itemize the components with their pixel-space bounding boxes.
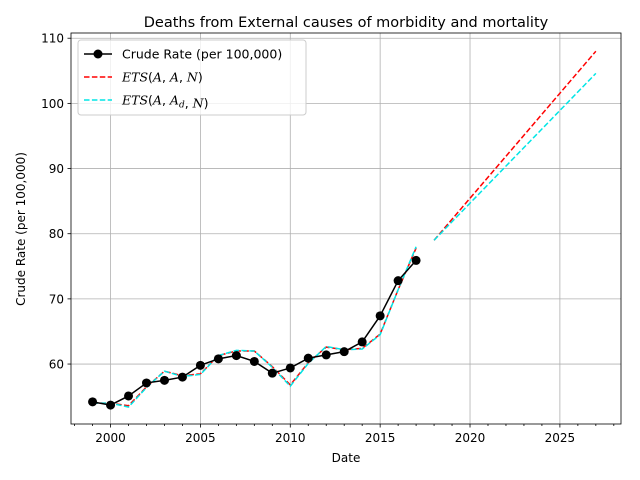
y-tick-label: 110 [41, 32, 64, 46]
legend-series-label: ETS(A, A, N) [121, 70, 203, 85]
legend-box [77, 39, 307, 116]
crude-rate-point [106, 400, 116, 410]
crude-rate-point [339, 347, 349, 357]
crude-rate-point [88, 397, 98, 407]
legend: Crude Rate (per 100,000) ETS(A, A, N) ETS(… [77, 39, 307, 116]
x-axis-label: Date [332, 451, 361, 465]
crude-rate-point [375, 311, 385, 321]
x-tick-label: 2010 [275, 431, 306, 445]
crude-rate-point [303, 353, 313, 363]
legend-crude-rate-label: Crude Rate (per 100,000) [122, 47, 282, 62]
y-axis-label: Crude Rate (per 100,000) [14, 152, 28, 306]
crude-rate-point [159, 375, 169, 385]
crude-rate-point [393, 276, 403, 286]
x-axis: 2000 2005 2010 2015 2020 2025 [74, 424, 615, 445]
crude-rate-point [195, 360, 205, 370]
ets-aadn-fitted-line [92, 246, 417, 408]
x-tick-label: 2015 [365, 431, 396, 445]
axes-frame [70, 32, 622, 425]
crude-rate-line [92, 259, 417, 406]
y-tick-label: 90 [49, 162, 64, 176]
x-tick-label: 2000 [95, 431, 126, 445]
plot-area [88, 50, 597, 410]
crude-rate-point [249, 356, 259, 366]
y-tick-label: 100 [41, 97, 64, 111]
crude-rate-point [285, 363, 295, 373]
y-tick-label: 70 [49, 292, 64, 306]
x-tick-label: 2005 [185, 431, 216, 445]
crude-rate-point [141, 378, 151, 388]
ets-aan-forecast-line [433, 50, 597, 241]
crude-rate-point [213, 354, 223, 364]
y-tick-label: 60 [49, 358, 64, 372]
crude-rate-point [177, 372, 187, 382]
crude-rate-point [357, 337, 367, 347]
x-tick-label: 2025 [545, 431, 576, 445]
y-tick-label: 80 [49, 227, 64, 241]
legend-crude-rate-marker [93, 49, 103, 59]
y-axis: 60 70 80 90 100 110 [41, 32, 71, 372]
crude-rate-point [231, 351, 241, 361]
ets-aan-fitted-line [92, 247, 417, 407]
x-tick-label: 2020 [455, 431, 486, 445]
crude-rate-point [267, 368, 277, 378]
crude-rate-point [124, 391, 134, 401]
legend-series-label: ETS(A, Ad, N) [121, 93, 208, 111]
crude-rate-point [411, 255, 421, 265]
crude-rate-point [321, 350, 331, 360]
chart-title: Deaths from External causes of morbidity… [144, 15, 549, 31]
ets-aadn-forecast-line [433, 72, 597, 241]
